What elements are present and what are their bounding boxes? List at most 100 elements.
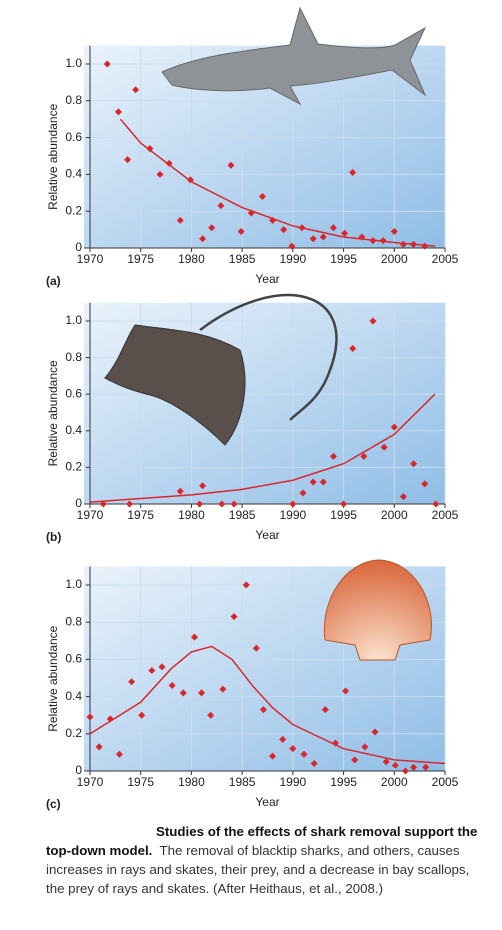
data-point [156,170,164,178]
x-tick-label: 1995 [330,508,357,522]
data-point [132,86,140,94]
y-tick-label: 0.8 [65,350,82,364]
data-point [219,685,227,693]
data-point [280,226,288,234]
y-tick-label: 1.0 [65,313,82,327]
x-tick-label: 1990 [280,775,307,789]
y-tick-label: 0.8 [65,614,82,628]
data-point [341,229,349,237]
data-point [208,224,216,232]
x-tick-label: 1975 [127,775,154,789]
data-point [179,689,187,697]
caption-body: The removal of blacktip sharks, and othe… [46,843,470,896]
figure: 0 0.2 0.4 0.6 0.8 1.0 1970 1975 1980 1985 1990 1995… [46,6,459,811]
data-point [230,613,238,621]
y-tick-label: 0.2 [65,726,82,740]
panel-label: (c) [46,797,61,811]
x-tick-label: 1970 [77,775,104,789]
data-point [351,756,359,764]
data-point [382,758,390,766]
y-tick-label: 0 [75,496,82,510]
x-axis-label: Year [255,795,279,809]
y-axis-label: Relative abundance [46,103,60,209]
x-tick-label: 1995 [330,775,357,789]
data-point [421,242,429,250]
data-point [289,500,297,508]
data-point [146,145,154,153]
panel-label: (b) [46,530,61,544]
data-point [230,500,238,508]
data-point [342,687,350,695]
data-point [349,344,357,352]
data-point [269,752,277,760]
data-point [269,216,277,224]
x-tick-label: 1970 [77,252,104,266]
data-point [148,667,156,675]
scallop-illustration [323,559,432,661]
data-point [247,209,255,217]
y-tick-label: 0.2 [65,203,82,217]
data-point [399,493,407,501]
x-tick-label: 1995 [330,252,357,266]
data-point [199,482,207,490]
data-point [86,713,94,721]
data-point [124,156,132,164]
data-point [399,240,407,248]
x-tick-label: 1985 [229,775,256,789]
x-tick-label: 1975 [127,508,154,522]
x-tick-label: 2000 [381,508,408,522]
data-point [128,678,136,686]
data-point [168,681,176,689]
data-point [207,711,215,719]
y-tick-label: 0.6 [65,386,82,400]
y-tick-label: 0 [75,763,82,777]
x-tick-label: 1970 [77,508,104,522]
x-axis-label: Year [255,272,279,286]
data-point [329,224,337,232]
x-tick-label: 1985 [229,508,256,522]
data-point [237,227,245,235]
data-point [371,728,379,736]
x-tick-label: 1990 [280,508,307,522]
data-point [390,227,398,235]
data-point [259,706,267,714]
data-point [349,169,357,177]
data-point [252,644,260,652]
data-point [422,763,430,771]
y-tick-label: 0.2 [65,460,82,474]
x-tick-label: 2005 [432,252,459,266]
data-point [379,237,387,245]
x-tick-label: 1985 [229,252,256,266]
y-tick-label: 0.8 [65,93,82,107]
data-point [227,161,235,169]
data-point [242,581,250,589]
data-point [106,715,114,723]
panel-label: (a) [46,274,61,288]
data-point [380,443,388,451]
data-point [319,478,327,486]
data-point [321,706,329,714]
data-point [410,460,418,468]
x-tick-label: 1990 [280,252,307,266]
data-point [361,743,369,751]
y-tick-label: 1.0 [65,56,82,70]
data-point [114,108,122,116]
x-tick-label: 1975 [127,252,154,266]
caption-title: Studies of the effects of shark removal … [46,824,478,858]
x-tick-label: 2000 [381,252,408,266]
data-point [300,750,308,758]
data-point [126,500,134,508]
data-point [198,689,206,697]
x-tick-label: 1980 [178,775,205,789]
ray-illustration [104,324,246,446]
x-tick-label: 1980 [178,252,205,266]
data-point [410,763,418,771]
y-tick-label: 0.4 [65,689,82,703]
caption: Studies of the effects of shark removal … [46,822,486,898]
data-point [199,235,207,243]
x-axis-label: Year [255,528,279,542]
data-point [299,489,307,497]
data-point [165,159,173,167]
data-point [103,60,111,68]
data-point [329,452,337,460]
